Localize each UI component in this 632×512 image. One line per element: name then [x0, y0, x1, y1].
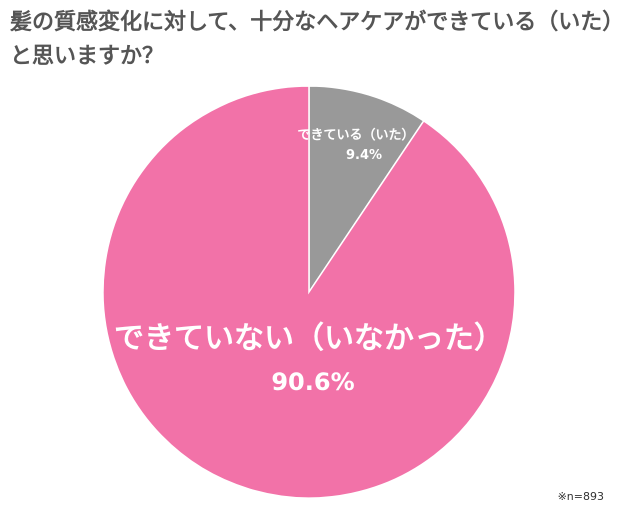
slice-value-done: 9.4%	[346, 148, 382, 163]
slice-value-not-done: 90.6%	[271, 368, 354, 396]
sample-size-note: ※n=893	[557, 490, 604, 503]
pie-slice-done	[308, 85, 425, 295]
chart-title: 髪の質感変化に対して、十分なヘアケアができている（いた）と思いますか？	[10, 10, 614, 69]
slice-label-done: できている（いた）	[297, 127, 414, 143]
slice-label-not-done: できていない（いなかった）	[114, 321, 504, 356]
pie-slice-not-done	[102, 85, 516, 499]
